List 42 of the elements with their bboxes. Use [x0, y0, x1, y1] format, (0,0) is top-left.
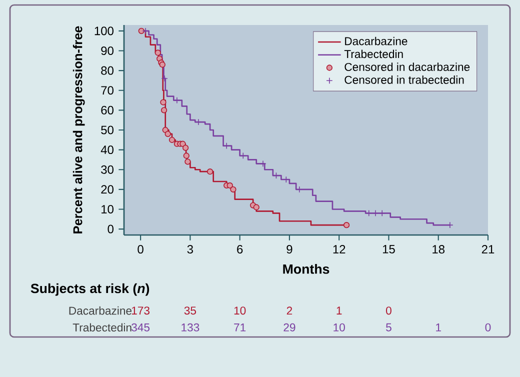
text: Subjects at risk (n): [30, 283, 150, 296]
text: 10: [334, 323, 345, 332]
text: 35: [184, 306, 196, 315]
y-tick-label: 50: [101, 126, 114, 134]
y-tick-label: 40: [100, 146, 114, 154]
x-tick-label: 0: [138, 245, 144, 254]
text: 345: [132, 323, 150, 332]
x-axis-title: Months: [283, 264, 330, 274]
text: 0: [485, 323, 491, 332]
text: 2: [286, 306, 292, 315]
x-tick-label: 12: [333, 245, 346, 254]
y-tick-label: 0: [108, 224, 114, 234]
legend-label: Dacarbazine: [345, 36, 408, 46]
x-tick-label: 3: [187, 245, 193, 254]
legend-label: Censored in trabectedin: [344, 76, 464, 84]
y-tick-label: 60: [101, 106, 114, 114]
text: 71: [234, 323, 246, 332]
text: 5: [386, 323, 392, 332]
text: 0: [386, 306, 392, 315]
y-tick-label: 90: [101, 46, 114, 55]
x-tick-label: 6: [237, 245, 243, 254]
y-tick-label: 30: [101, 165, 114, 174]
text: 29: [284, 323, 296, 332]
text: 1: [336, 306, 342, 314]
text: Dacarbazine: [69, 306, 132, 315]
y-axis-title: Percent alive and progression-free: [72, 26, 85, 234]
y-tick-label: 80: [101, 66, 114, 75]
text: 1: [436, 323, 441, 332]
legend-label: Censored in dacarbazine: [344, 62, 470, 71]
x-tick-label: 18: [432, 245, 445, 254]
x-tick-label: 15: [382, 245, 395, 254]
y-tick-label: 70: [101, 86, 114, 95]
x-tick-label: 9: [286, 245, 292, 254]
x-tick-label: 21: [482, 245, 494, 254]
text: Trabectedin: [72, 323, 132, 332]
text: 133: [182, 323, 200, 332]
text: 10: [234, 306, 246, 315]
y-tick-label: 100: [94, 26, 114, 36]
y-tick-label: 20: [101, 185, 114, 194]
y-tick-label: 10: [102, 204, 114, 214]
legend-label: Trabectedin: [344, 50, 403, 58]
text: 173: [132, 306, 150, 315]
